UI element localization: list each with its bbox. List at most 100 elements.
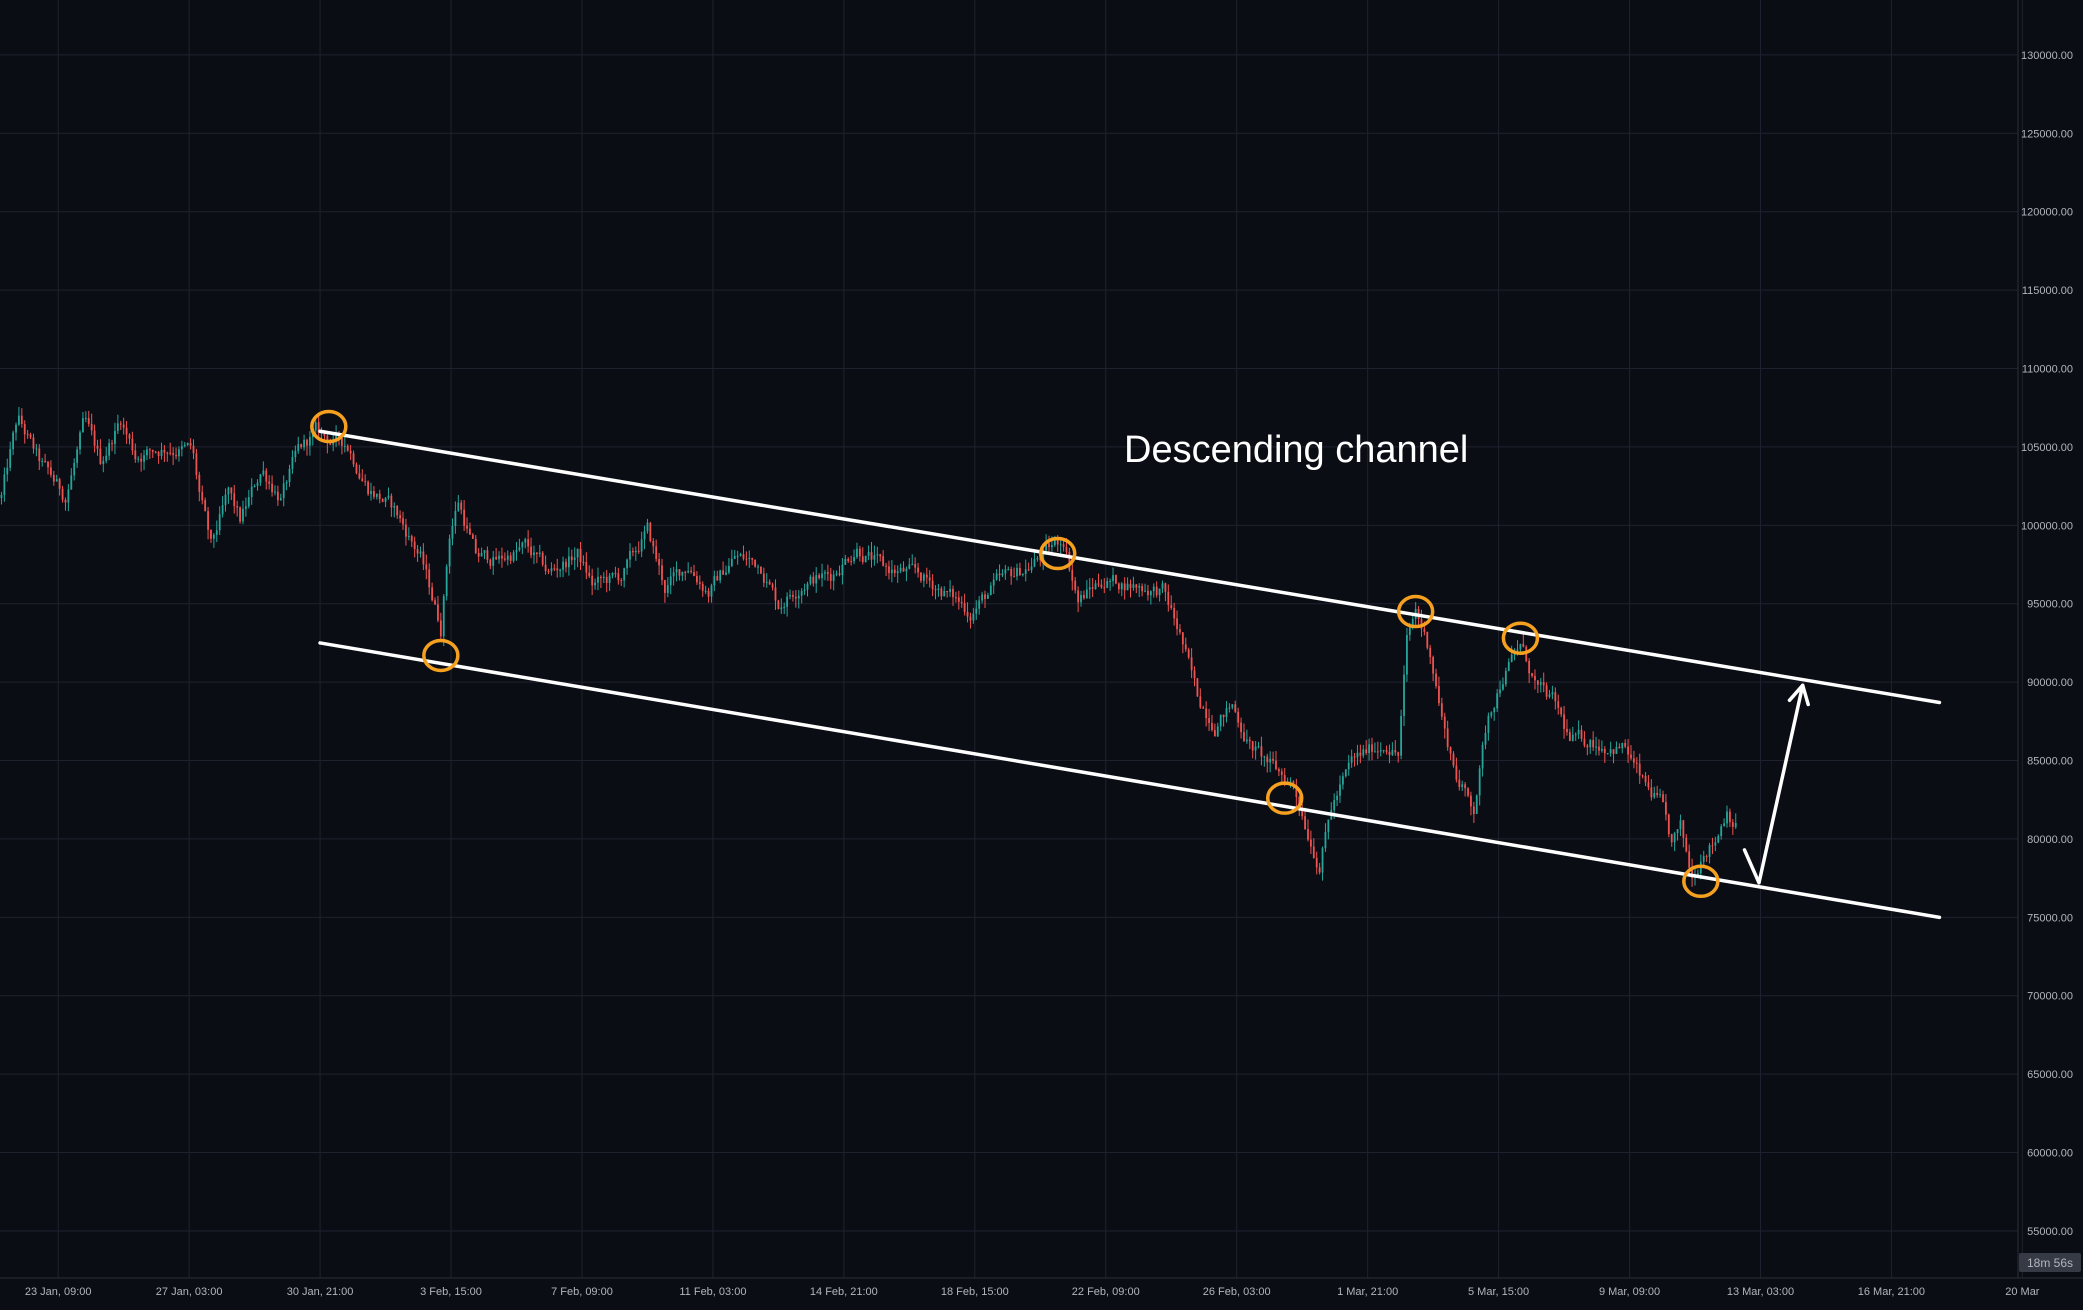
candle-body bbox=[1650, 787, 1653, 798]
candle-body bbox=[1135, 584, 1138, 588]
candle-body bbox=[1670, 834, 1673, 843]
candle-body bbox=[1371, 744, 1373, 752]
candle-body bbox=[535, 552, 538, 555]
candle-body bbox=[940, 588, 943, 597]
candle-body bbox=[492, 556, 495, 566]
candle-body bbox=[102, 460, 105, 464]
candle-body bbox=[445, 566, 448, 597]
candle-body bbox=[58, 479, 61, 489]
candle-body bbox=[824, 572, 826, 574]
candle-body bbox=[701, 583, 704, 591]
candle-body bbox=[922, 574, 925, 581]
candle-body bbox=[736, 555, 739, 557]
candle-body bbox=[710, 585, 713, 597]
candle-body bbox=[1359, 752, 1362, 756]
y-tick-label: 120000.00 bbox=[2021, 207, 2073, 219]
candle-body bbox=[1711, 845, 1714, 847]
candle-body bbox=[1542, 682, 1545, 686]
touch-point-marker bbox=[1396, 594, 1435, 629]
candle-body bbox=[888, 566, 890, 574]
candle-body bbox=[902, 567, 905, 572]
candle-body bbox=[1109, 581, 1112, 583]
candle-body bbox=[765, 581, 768, 583]
candle-body bbox=[230, 487, 233, 494]
candle-body bbox=[96, 445, 99, 449]
candle-body bbox=[358, 473, 361, 479]
candle-body bbox=[215, 530, 218, 535]
candle-body bbox=[1350, 756, 1353, 763]
candle-body bbox=[1068, 551, 1071, 570]
candle-body bbox=[1321, 848, 1324, 873]
candle-body bbox=[1083, 595, 1085, 599]
candle-body bbox=[434, 600, 436, 605]
candle-body bbox=[649, 522, 652, 542]
candle-body bbox=[978, 600, 981, 609]
candle-body bbox=[1702, 856, 1705, 862]
candle-body bbox=[38, 448, 41, 462]
candle-body bbox=[1167, 591, 1170, 605]
candle-body bbox=[847, 558, 850, 562]
time-axis[interactable]: 23 Jan, 09:00 27 Jan, 03:00 30 Jan, 21:00 3… bbox=[25, 1286, 2040, 1298]
candle-body bbox=[0, 494, 3, 499]
candle-body bbox=[93, 430, 96, 446]
candle-body bbox=[954, 597, 957, 599]
candle-body bbox=[605, 576, 608, 583]
candle-body bbox=[1211, 723, 1213, 731]
candle-body bbox=[1149, 591, 1152, 596]
touch-point-marker bbox=[1501, 621, 1540, 655]
candle-body bbox=[1467, 788, 1469, 796]
candle-body bbox=[882, 556, 885, 566]
candle-body bbox=[1339, 784, 1341, 796]
candle-body bbox=[1324, 831, 1327, 849]
candle-body bbox=[565, 561, 567, 568]
candle-body bbox=[809, 576, 812, 584]
x-tick-label: 16 Mar, 21:00 bbox=[1858, 1286, 1925, 1298]
candle-body bbox=[794, 596, 797, 599]
candle-body bbox=[29, 434, 32, 438]
candle-body bbox=[242, 508, 244, 522]
grid bbox=[0, 0, 2023, 1278]
candle-body bbox=[140, 458, 143, 462]
candle-body bbox=[966, 611, 969, 617]
candle-body bbox=[908, 564, 911, 569]
candle-body bbox=[1056, 539, 1059, 545]
candle-body bbox=[250, 486, 253, 498]
candle-body bbox=[204, 500, 207, 512]
candle-body bbox=[1141, 586, 1144, 592]
candle-body bbox=[1560, 707, 1563, 715]
candle-body bbox=[864, 555, 867, 563]
candle-body bbox=[224, 494, 227, 506]
lower-channel-line bbox=[318, 641, 1942, 920]
candle-body bbox=[1438, 686, 1440, 704]
candle-body bbox=[1132, 584, 1135, 588]
candle-body bbox=[1138, 586, 1141, 588]
candle-body bbox=[524, 539, 527, 543]
candle-body bbox=[1147, 590, 1149, 596]
price-axis[interactable]: 130000.00 125000.00 120000.00 115000.00 1100… bbox=[2021, 50, 2073, 1238]
candle-body bbox=[9, 449, 12, 468]
candle-body bbox=[1333, 800, 1336, 811]
candle-body bbox=[294, 450, 297, 458]
candle-body bbox=[317, 422, 320, 433]
candle-body bbox=[998, 573, 1001, 576]
candle-body bbox=[696, 576, 698, 583]
candle-body bbox=[623, 568, 626, 581]
candle-body bbox=[1129, 583, 1132, 588]
candle-body bbox=[931, 580, 934, 590]
candle-body bbox=[352, 453, 355, 465]
candle-body bbox=[928, 577, 931, 581]
candle-body bbox=[1621, 743, 1624, 749]
candle-body bbox=[1184, 644, 1187, 650]
candle-body bbox=[905, 568, 908, 572]
candle-body bbox=[265, 470, 268, 482]
candle-body bbox=[501, 555, 503, 559]
candle-body bbox=[512, 552, 515, 561]
candle-body bbox=[466, 525, 468, 529]
candle-body bbox=[602, 576, 605, 579]
candle-body bbox=[1312, 846, 1315, 858]
y-tick-label: 110000.00 bbox=[2022, 364, 2073, 376]
candle-body bbox=[178, 449, 180, 457]
x-tick-label: 26 Feb, 03:00 bbox=[1203, 1286, 1271, 1298]
annotation-text[interactable]: Descending channel bbox=[1124, 429, 1468, 471]
